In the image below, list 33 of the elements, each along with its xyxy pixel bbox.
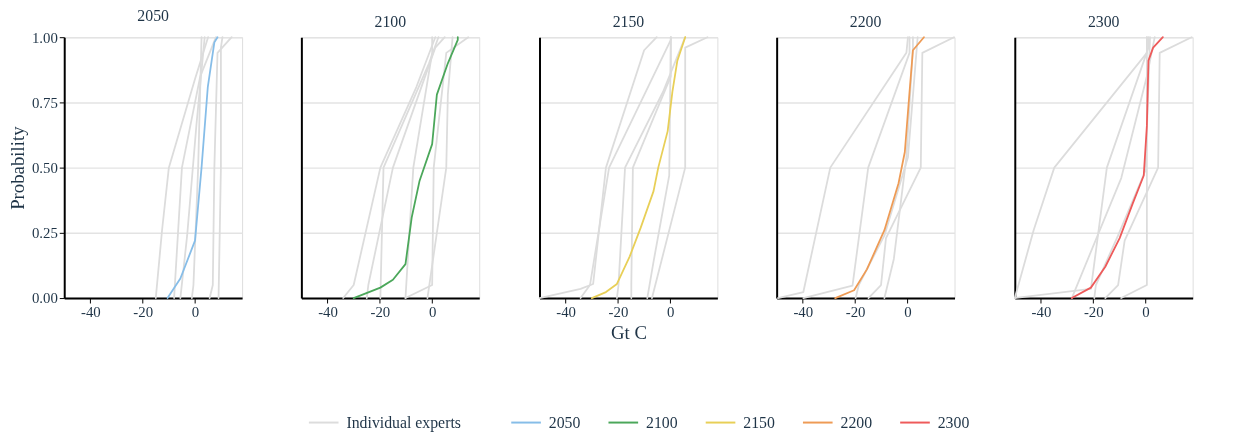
- x-tick-label: 0: [1142, 304, 1150, 321]
- legend-label: 2300: [937, 413, 970, 431]
- legend-label: 2050: [548, 413, 581, 431]
- x-tick-label: -40: [1031, 304, 1052, 321]
- x-tick-label: 0: [904, 304, 912, 321]
- x-tick-label: -20: [370, 304, 391, 321]
- y-tick-label: 0.25: [31, 225, 58, 242]
- x-tick-label: -20: [1083, 304, 1104, 321]
- legend-label: 2200: [840, 413, 873, 431]
- x-tick-label: -40: [793, 304, 814, 321]
- chart-title: 2100: [374, 13, 407, 31]
- x-tick-label: -20: [133, 304, 154, 321]
- legend-label: 2100: [646, 413, 678, 431]
- legend-label: Individual experts: [346, 413, 461, 432]
- chart-title: 2300: [1087, 13, 1120, 31]
- x-tick-label: -40: [318, 304, 338, 321]
- x-axis-title: Gt C: [610, 322, 647, 344]
- x-tick-label: -40: [556, 304, 577, 321]
- y-tick-label: 0.75: [31, 94, 58, 111]
- legend-label: 2150: [743, 413, 775, 431]
- x-tick-label: 0: [428, 304, 437, 321]
- y-tick-label: 0.50: [31, 160, 58, 177]
- x-tick-label: -20: [845, 304, 866, 321]
- chart-title: 2150: [612, 13, 645, 31]
- x-tick-label: 0: [191, 304, 200, 321]
- y-tick-label: 1.00: [31, 29, 58, 46]
- chart-title: 2050: [137, 7, 170, 25]
- x-tick-label: -20: [608, 304, 629, 321]
- y-tick-label: 0.00: [31, 290, 58, 307]
- chart-title: 2200: [849, 13, 882, 31]
- x-tick-label: 0: [667, 304, 675, 321]
- x-tick-label: -40: [81, 304, 101, 321]
- y-axis-title: Probability: [6, 125, 28, 210]
